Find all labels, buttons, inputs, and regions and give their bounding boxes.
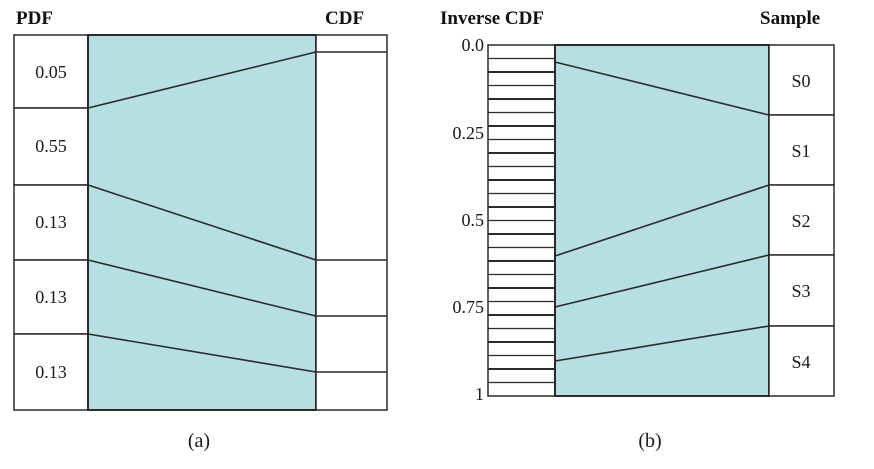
panel-b: Inverse CDF Sample 0.0 0.25 0.5 0.75 1 S… (440, 8, 835, 452)
sample-column: S0 S1 S2 S3 S4 (768, 44, 835, 397)
pdf-cell-1 (13, 107, 89, 186)
connector-line-b2 (554, 254, 770, 308)
sample-cell-3 (768, 254, 835, 327)
connector-line-1 (87, 184, 317, 261)
pdf-value-1: 0.55 (35, 136, 67, 156)
inverse-cdf-column (487, 44, 556, 397)
sample-label-0: S0 (791, 71, 810, 91)
caption-b: (b) (638, 430, 661, 452)
pdf-cell-0 (13, 34, 89, 109)
pdf-header: PDF (16, 8, 53, 29)
connector-line-3 (87, 333, 317, 373)
cdf-header: CDF (325, 8, 364, 29)
pdf-value-4: 0.13 (35, 362, 67, 382)
inverse-cdf-stripes (488, 57, 555, 384)
connector-line-b1 (554, 184, 770, 257)
pdf-value-3: 0.13 (35, 287, 67, 307)
sample-label-1: S1 (791, 141, 810, 161)
panel-a: PDF CDF 0.05 0.55 0.13 0.13 0.13 (13, 8, 388, 452)
sample-cell-4 (768, 325, 835, 397)
connector-line-2 (87, 259, 317, 317)
pdf-value-2: 0.13 (35, 212, 67, 232)
sample-cell-0 (768, 44, 835, 116)
sample-header: Sample (760, 8, 820, 29)
pdf-column: 0.05 0.55 0.13 0.13 0.13 (13, 34, 89, 411)
pdf-value-0: 0.05 (35, 62, 67, 82)
cdf-bar (315, 34, 388, 411)
sample-cell-1 (768, 114, 835, 186)
axis-tick-0: 0.0 (462, 35, 485, 55)
axis-tick-2: 0.5 (462, 210, 485, 230)
connector-line-b3 (554, 325, 770, 362)
pdf-cell-2 (13, 184, 89, 261)
axis-tick-1: 0.25 (453, 123, 485, 143)
connector-line-b0 (554, 61, 770, 116)
caption-a: (a) (188, 430, 210, 452)
axis-tick-4: 1 (475, 384, 484, 404)
pdf-cell-4 (13, 333, 89, 411)
sample-cell-2 (768, 184, 835, 256)
connector-line-0 (87, 51, 317, 109)
axis-tick-3: 0.75 (453, 297, 485, 317)
sample-label-2: S2 (791, 211, 810, 231)
inverse-cdf-header: Inverse CDF (440, 8, 544, 29)
sample-label-3: S3 (791, 281, 810, 301)
cdf-column (315, 34, 388, 411)
sample-label-4: S4 (791, 352, 810, 372)
